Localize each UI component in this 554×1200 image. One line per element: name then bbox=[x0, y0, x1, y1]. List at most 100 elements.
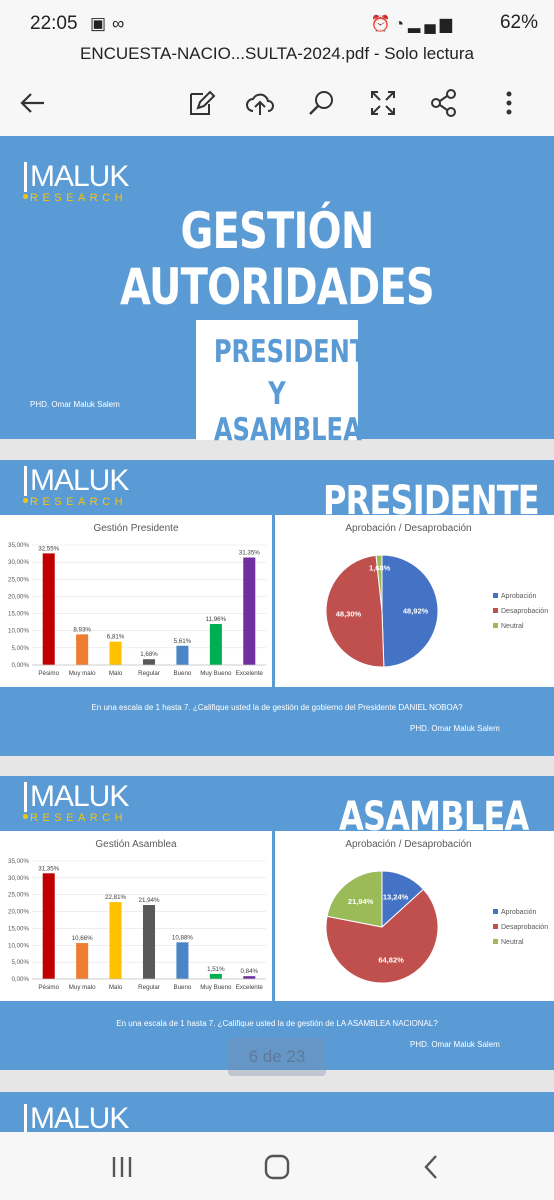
system-icons: ⏰◔▂▄▆ bbox=[370, 14, 456, 34]
bar bbox=[110, 902, 122, 979]
alarm-icon: ⏰ bbox=[370, 16, 394, 33]
data-label: 48,92% bbox=[403, 606, 429, 615]
y-tick-label: 15,00% bbox=[8, 611, 29, 618]
author: PHD. Omar Maluk Salem bbox=[410, 1040, 500, 1049]
y-tick-label: 35,00% bbox=[8, 542, 29, 549]
data-label: 21,94% bbox=[139, 897, 160, 904]
data-label: 1,68% bbox=[369, 563, 391, 572]
y-tick-label: 20,00% bbox=[8, 593, 29, 600]
x-tick-label: Regular bbox=[138, 670, 160, 677]
data-label: 5,61% bbox=[174, 638, 192, 645]
legend-swatch bbox=[493, 593, 498, 598]
y-tick-label: 20,00% bbox=[8, 909, 29, 916]
y-tick-label: 30,00% bbox=[8, 559, 29, 566]
data-label: 8,93% bbox=[73, 626, 91, 633]
data-label: 10,88% bbox=[172, 934, 193, 941]
expand-icon[interactable] bbox=[366, 86, 400, 120]
bar bbox=[76, 634, 88, 665]
search-icon[interactable] bbox=[305, 86, 339, 120]
pdf-viewport[interactable]: MALUK RESEARCH GESTIÓN AUTORIDADES PRESI… bbox=[0, 136, 554, 1132]
legend-swatch bbox=[493, 909, 498, 914]
slide-title: MALUK RESEARCH GESTIÓN AUTORIDADES PRESI… bbox=[0, 136, 554, 439]
more-icon[interactable] bbox=[492, 86, 526, 120]
navigation-bar bbox=[0, 1132, 554, 1200]
logo-main: MALUK bbox=[30, 780, 128, 814]
title-line-1: GESTIÓN bbox=[135, 202, 418, 260]
legend-swatch bbox=[493, 924, 498, 929]
x-tick-label: Muy malo bbox=[69, 670, 96, 677]
survey-question: En una escala de 1 hasta 7. ¿Califique u… bbox=[0, 703, 554, 712]
data-label: 21,94% bbox=[348, 897, 374, 906]
data-label: 11,96% bbox=[206, 616, 227, 623]
page-indicator: 6 de 23 bbox=[228, 1038, 326, 1076]
bar bbox=[210, 974, 222, 979]
home-icon[interactable] bbox=[257, 1150, 297, 1184]
status-time: 22:05 bbox=[30, 13, 78, 35]
data-label: 48,30% bbox=[336, 609, 362, 618]
survey-question: En una escala de 1 hasta 7. ¿Califique u… bbox=[0, 1019, 554, 1028]
data-label: 6,81% bbox=[107, 634, 125, 641]
y-tick-label: 35,00% bbox=[8, 858, 29, 865]
x-tick-label: Bueno bbox=[173, 670, 191, 677]
back-arrow-icon[interactable] bbox=[16, 86, 50, 120]
logo-main: MALUK bbox=[30, 1102, 128, 1132]
y-tick-label: 0,00% bbox=[11, 976, 29, 983]
data-label: 64,82% bbox=[378, 955, 404, 964]
data-label: 0,84% bbox=[241, 968, 259, 975]
bar bbox=[43, 553, 55, 665]
legend-label: Desaprobación bbox=[501, 924, 548, 931]
legend-swatch bbox=[493, 623, 498, 628]
slide-asamblea: MALUK RESEARCH ASAMBLEA Gestión Asamblea… bbox=[0, 776, 554, 1070]
wifi-icon: ◔ bbox=[394, 16, 408, 33]
image-icon: ▣ bbox=[90, 14, 112, 33]
bar bbox=[76, 943, 88, 979]
logo-sub: RESEARCH bbox=[30, 496, 127, 508]
x-tick-label: Malo bbox=[109, 670, 123, 677]
legend-label: Aprobación bbox=[501, 909, 537, 916]
x-tick-label: Bueno bbox=[173, 984, 191, 991]
x-tick-label: Muy Bueno bbox=[200, 670, 232, 677]
logo-main: MALUK bbox=[30, 160, 128, 194]
bar-chart-presidente: Gestión Presidente 0,00% 5,00% 10,00% 15,00%… bbox=[0, 515, 272, 687]
signal-icon: ▂▄▆ bbox=[408, 16, 456, 33]
x-tick-label: Pésimo bbox=[38, 984, 59, 991]
subtitle-box: PRESIDENTE Y ASAMBLEA bbox=[196, 320, 358, 440]
pdf-toolbar bbox=[0, 70, 554, 136]
legend-label: Neutral bbox=[501, 623, 524, 630]
bar-chart-asamblea: Gestión Asamblea0,00%5,00%10,00%15,00%20… bbox=[0, 831, 272, 1001]
bar bbox=[176, 942, 188, 979]
legend-label: Aprobación bbox=[501, 593, 537, 600]
box-line-1: PRESIDENTE bbox=[214, 334, 340, 370]
edit-icon[interactable] bbox=[184, 86, 218, 120]
x-tick-label: Pésimo bbox=[38, 670, 59, 677]
data-label: 31,35% bbox=[38, 865, 59, 872]
legend-swatch bbox=[493, 939, 498, 944]
y-tick-label: 15,00% bbox=[8, 925, 29, 932]
share-icon[interactable] bbox=[427, 86, 461, 120]
back-icon[interactable] bbox=[412, 1150, 452, 1184]
document-title: ENCUESTA-NACIO...SULTA-2024.pdf - Solo l… bbox=[0, 40, 554, 70]
y-tick-label: 30,00% bbox=[8, 875, 29, 882]
pie-chart-asamblea: Aprobación / Desaprobación 13,24% 64,82% 21… bbox=[275, 831, 554, 1001]
x-tick-label: Muy malo bbox=[69, 984, 96, 991]
y-tick-label: 0,00% bbox=[11, 662, 29, 669]
author: PHD. Omar Maluk Salem bbox=[410, 724, 500, 733]
bar bbox=[210, 624, 222, 665]
bar bbox=[243, 976, 255, 979]
x-tick-label: Muy Bueno bbox=[200, 984, 232, 991]
bar-chart-panel: Gestión Presidente 0,00% 5,00% 10,00% 15,00%… bbox=[0, 515, 272, 687]
logo-sub: RESEARCH bbox=[30, 192, 127, 204]
pie-chart-panel: Aprobación / Desaprobación 13,24% 64,82% 21… bbox=[275, 831, 554, 1001]
data-label: 22,81% bbox=[105, 894, 126, 901]
bar bbox=[176, 646, 188, 665]
y-tick-label: 25,00% bbox=[8, 892, 29, 899]
x-tick-label: Regular bbox=[138, 984, 160, 991]
legend-label: Neutral bbox=[501, 939, 524, 946]
data-label: 10,66% bbox=[72, 935, 93, 942]
battery-level: 62% bbox=[500, 12, 538, 34]
recent-apps-icon[interactable] bbox=[102, 1150, 142, 1184]
cloud-upload-icon[interactable] bbox=[243, 86, 277, 120]
legend-swatch bbox=[493, 608, 498, 613]
bar bbox=[110, 642, 122, 665]
pie-chart-presidente: Aprobación / Desaprobación48,92%48,30%1,… bbox=[275, 515, 554, 687]
